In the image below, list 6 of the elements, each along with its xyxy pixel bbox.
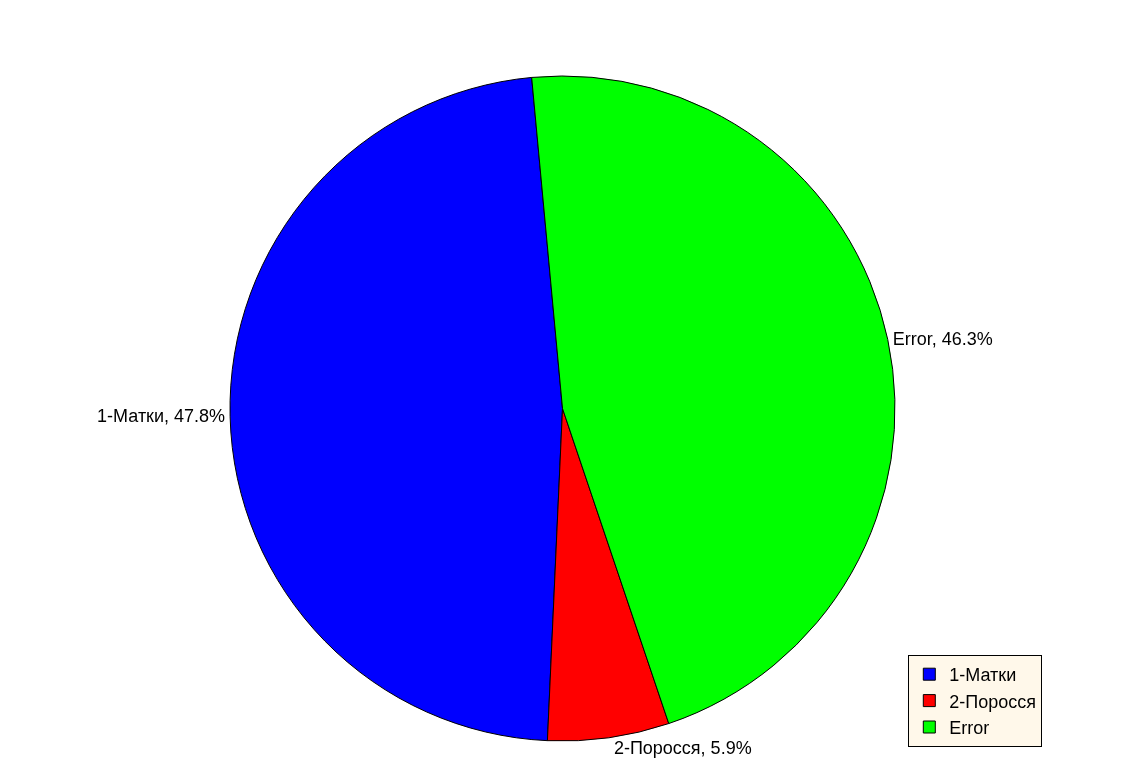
- legend-label: Error: [949, 718, 990, 739]
- legend-label: 1-Матки: [949, 665, 1017, 686]
- data-label: 2-Поросся, 5.9%: [613, 737, 752, 758]
- data-label: Error, 46.3%: [892, 329, 993, 350]
- legend-label: 2-Поросся: [949, 691, 1037, 712]
- data-label: 1-Матки, 47.8%: [97, 406, 226, 427]
